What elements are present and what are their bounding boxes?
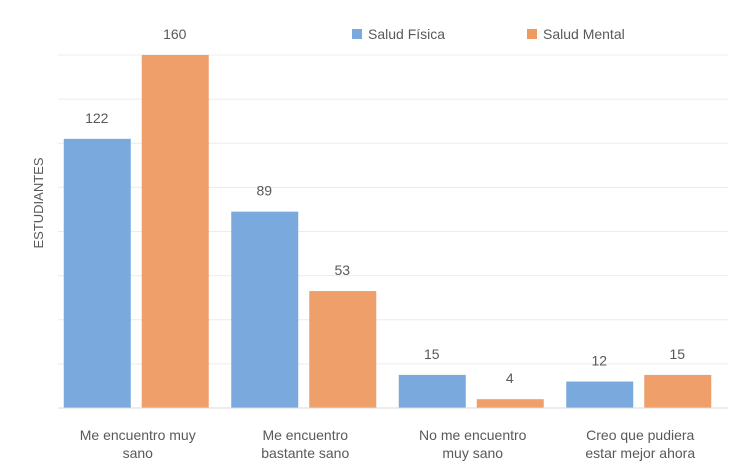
x-tick-label: Me encuentro bastante sano: [261, 427, 349, 461]
legend-swatch: [352, 29, 362, 39]
bar-salud-fisica: [398, 374, 466, 408]
legend-swatch: [527, 29, 537, 39]
data-label: 4: [506, 370, 514, 386]
bar-salud-mental: [309, 291, 377, 408]
bar-salud-fisica: [566, 381, 634, 408]
x-tick-label: Creo que pudiera estar mejor ahora: [585, 427, 695, 461]
y-axis-label: ESTUDIANTES: [31, 157, 46, 248]
data-label: 15: [424, 346, 440, 362]
bars-group: 122 89 15 12 160 53 4 15: [63, 26, 712, 408]
x-tick-label: No me encuentro muy sano: [419, 427, 527, 461]
x-tick-label: Me encuentro muy sano: [80, 427, 196, 461]
bar-salud-mental: [476, 399, 544, 408]
data-label: 15: [669, 346, 685, 362]
data-label: 89: [256, 183, 272, 199]
bar-salud-mental: [644, 374, 712, 408]
bar-salud-mental: [141, 55, 209, 408]
data-label: 12: [591, 353, 607, 369]
data-label: 53: [334, 262, 350, 278]
bar-salud-fisica: [63, 138, 131, 408]
legend-label: Salud Mental: [543, 26, 625, 42]
legend-label: Salud Física: [368, 26, 445, 42]
x-axis-labels: Me encuentro muy sano Me encuentro bastante…: [80, 427, 696, 461]
legend: Salud Física Salud Mental: [352, 26, 625, 42]
data-label: 122: [85, 110, 109, 126]
bar-salud-fisica: [231, 211, 299, 408]
data-label: 160: [163, 26, 187, 42]
